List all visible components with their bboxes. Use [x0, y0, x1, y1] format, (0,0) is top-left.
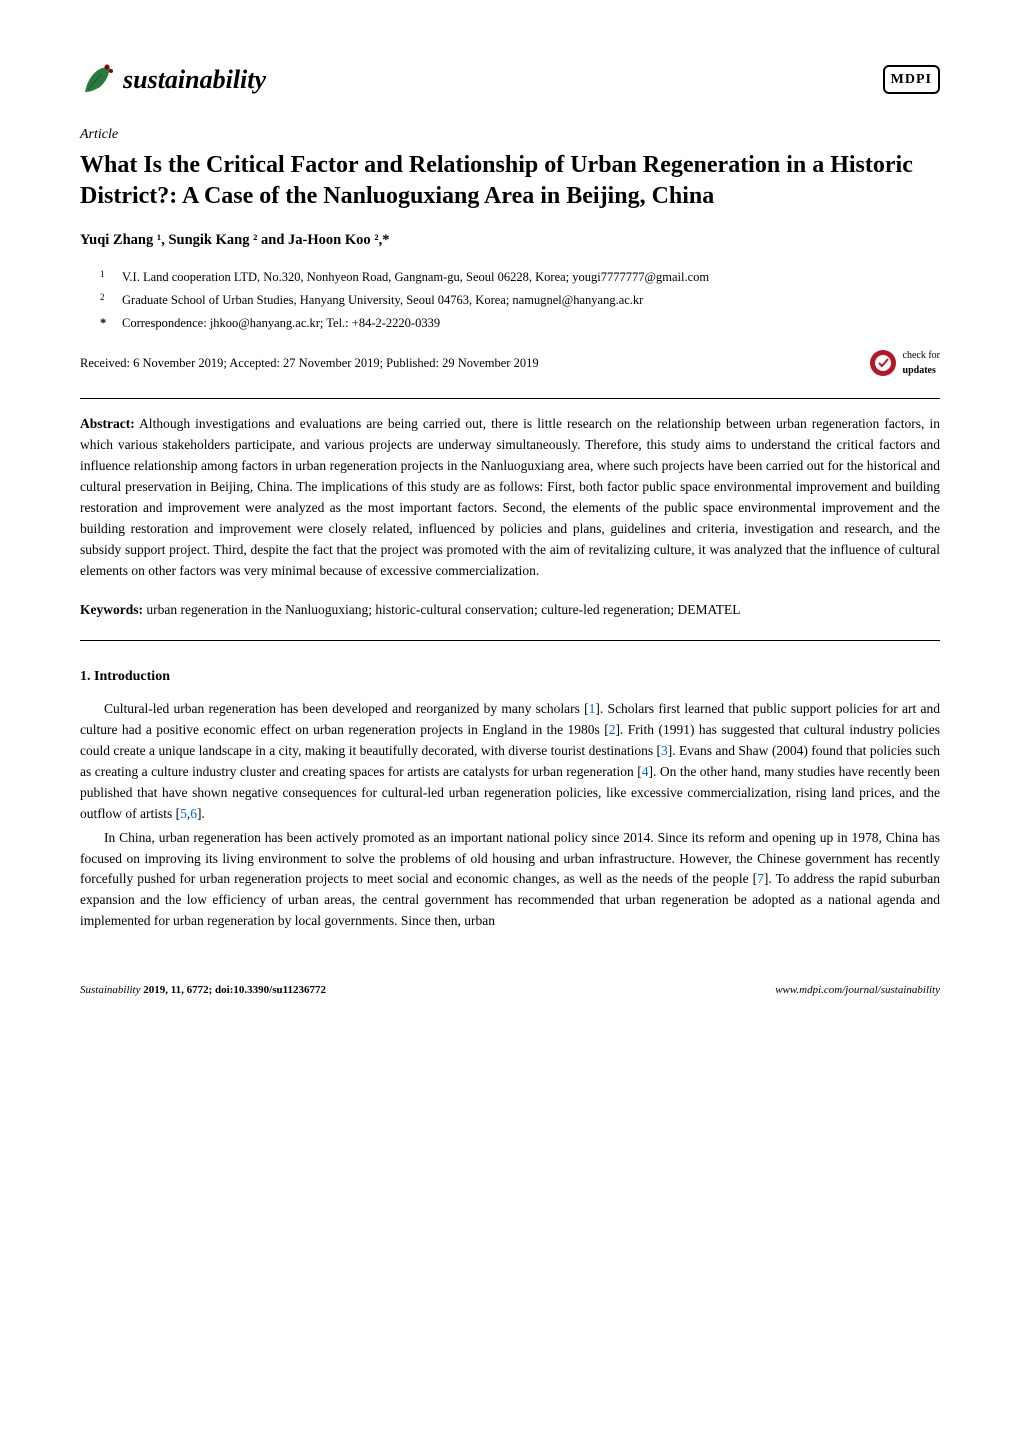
- ref-link[interactable]: 7: [757, 871, 764, 886]
- body-paragraph: In China, urban regeneration has been ac…: [80, 828, 940, 933]
- page-footer: Sustainability 2019, 11, 6772; doi:10.33…: [80, 982, 940, 999]
- body-paragraph: Cultural-led urban regeneration has been…: [80, 699, 940, 825]
- check-updates-text: check forupdates: [903, 348, 940, 378]
- affiliation-marker: 1: [100, 267, 110, 288]
- keywords-text: urban regeneration in the Nanluoguxiang;…: [146, 602, 740, 617]
- affiliation-text: Graduate School of Urban Studies, Hanyan…: [122, 290, 643, 311]
- leaf-icon: [80, 62, 115, 97]
- keywords-section: Keywords: urban regeneration in the Nanl…: [80, 600, 940, 620]
- affiliation-row: 1 V.I. Land cooperation LTD, No.320, Non…: [100, 267, 940, 288]
- abstract-text: Although investigations and evaluations …: [80, 416, 940, 577]
- authors-list: Yuqi Zhang ¹, Sungik Kang ² and Ja-Hoon …: [80, 230, 940, 252]
- keywords-label: Keywords:: [80, 602, 143, 617]
- affiliation-text: Correspondence: jhkoo@hanyang.ac.kr; Tel…: [122, 313, 440, 333]
- affiliation-text: V.I. Land cooperation LTD, No.320, Nonhy…: [122, 267, 709, 288]
- footer-url: www.mdpi.com/journal/sustainability: [775, 982, 940, 999]
- abstract-section: Abstract: Although investigations and ev…: [80, 398, 940, 581]
- publication-dates: Received: 6 November 2019; Accepted: 27 …: [80, 354, 539, 373]
- journal-logo-group: sustainability: [80, 60, 266, 99]
- affiliation-marker: 2: [100, 290, 110, 311]
- publisher-logo: MDPI: [883, 65, 940, 94]
- journal-name: sustainability: [123, 60, 266, 99]
- check-updates-badge[interactable]: check forupdates: [868, 348, 940, 378]
- ref-link[interactable]: 4: [642, 764, 649, 779]
- check-updates-icon: [868, 348, 898, 378]
- affiliation-marker: *: [100, 313, 110, 333]
- ref-link[interactable]: 6: [190, 806, 197, 821]
- ref-link[interactable]: 2: [609, 722, 616, 737]
- article-type: Article: [80, 124, 940, 145]
- article-title: What Is the Critical Factor and Relation…: [80, 150, 940, 212]
- footer-citation: Sustainability 2019, 11, 6772; doi:10.33…: [80, 982, 326, 999]
- header-row: sustainability MDPI: [80, 60, 940, 99]
- affiliation-row: 2 Graduate School of Urban Studies, Hany…: [100, 290, 940, 311]
- divider-line: [80, 640, 940, 641]
- ref-link[interactable]: 5: [180, 806, 187, 821]
- ref-link[interactable]: 3: [661, 743, 668, 758]
- affiliations-block: 1 V.I. Land cooperation LTD, No.320, Non…: [100, 267, 940, 333]
- abstract-label: Abstract:: [80, 416, 135, 431]
- section-heading: 1. Introduction: [80, 666, 940, 687]
- dates-row: Received: 6 November 2019; Accepted: 27 …: [80, 348, 940, 378]
- affiliation-row: * Correspondence: jhkoo@hanyang.ac.kr; T…: [100, 313, 940, 333]
